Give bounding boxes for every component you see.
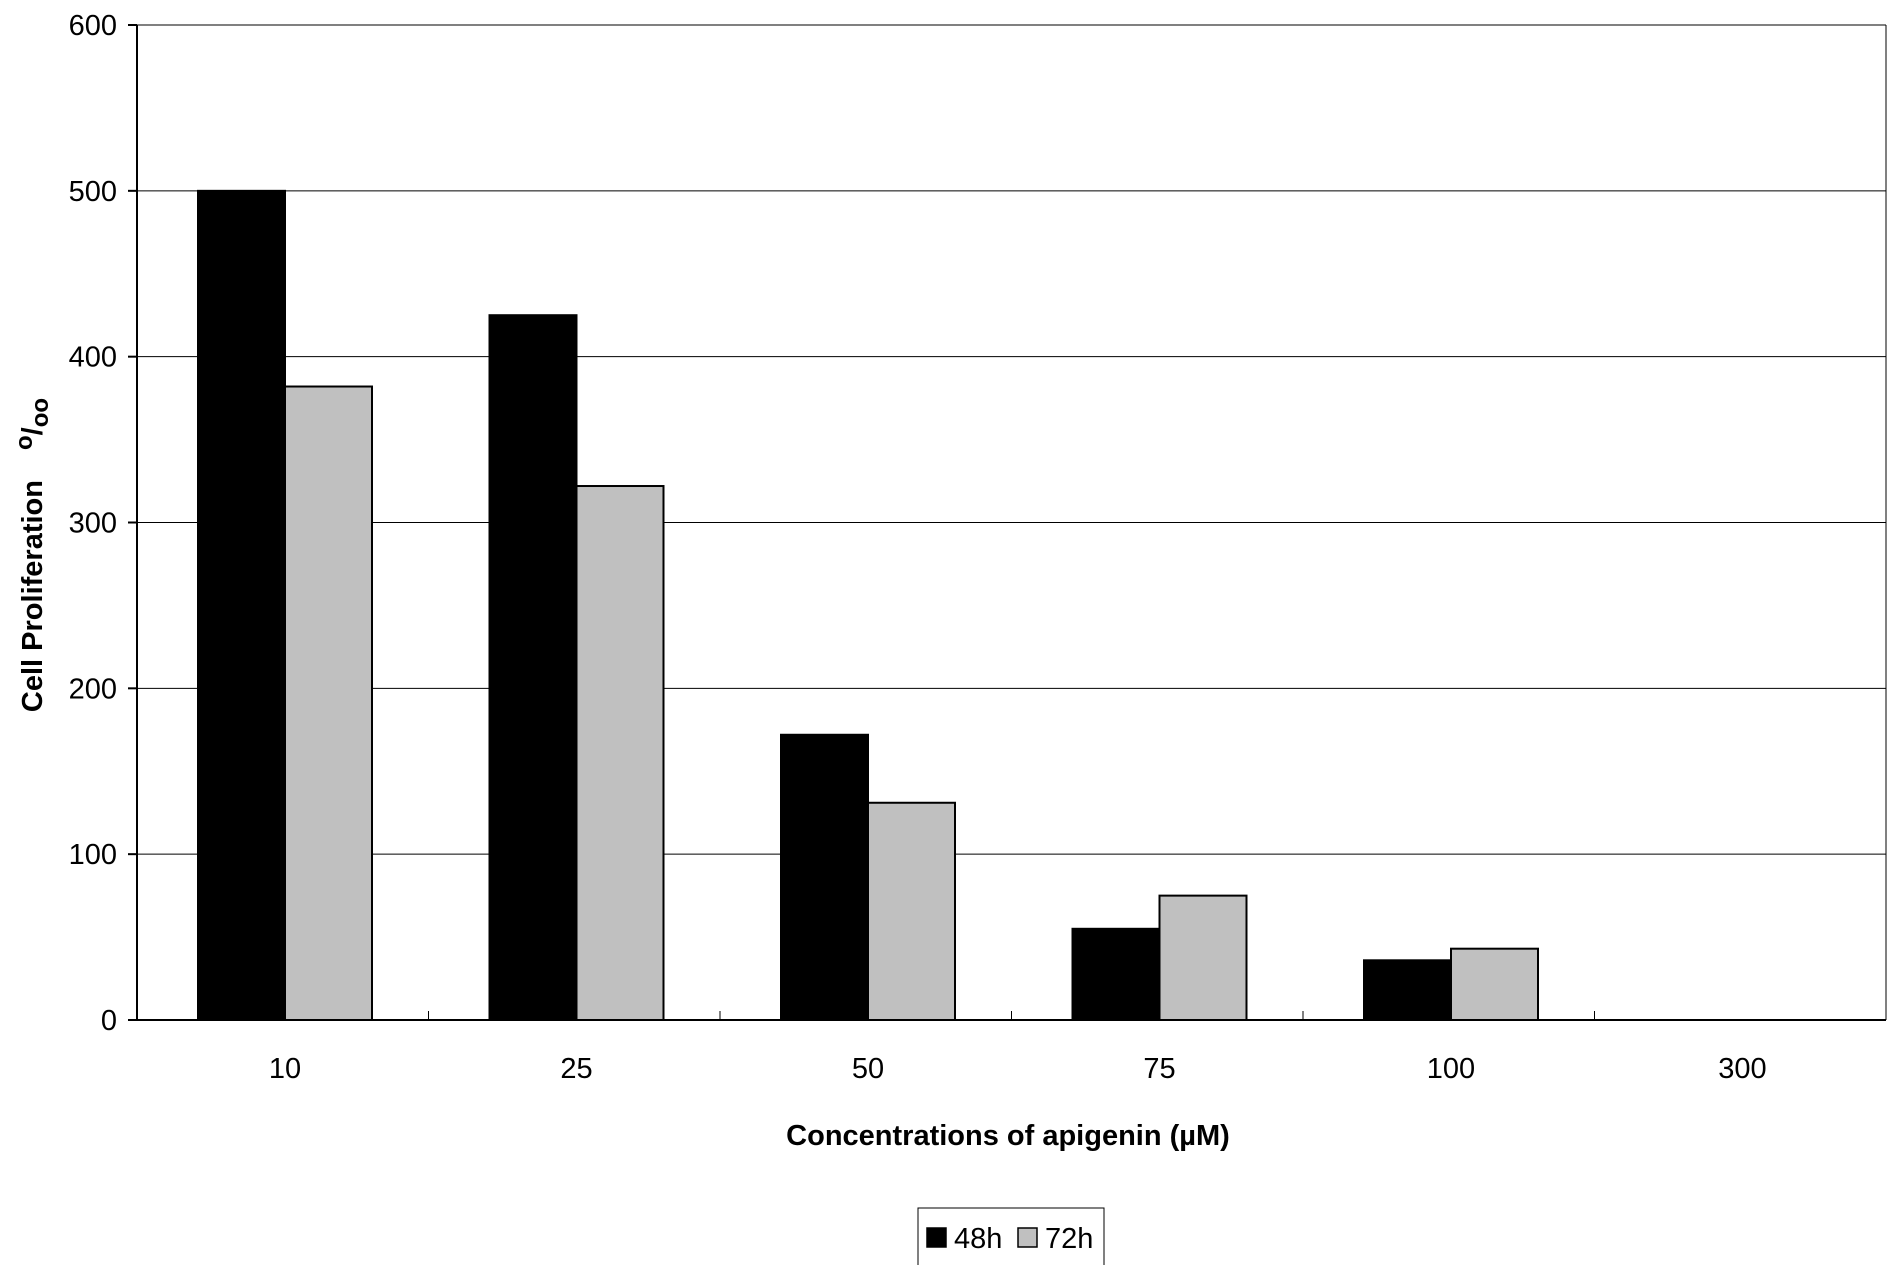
x-tick-label-25: 25 <box>560 1053 592 1085</box>
y-tick-label-400: 400 <box>69 342 117 374</box>
bar-72h-10 <box>284 385 373 1021</box>
y-axis-unit: o/oo <box>11 398 54 450</box>
legend-label-72h: 72h <box>1045 1223 1093 1255</box>
bar-48h-25 <box>488 314 578 1022</box>
bar-48h-10 <box>197 189 286 1022</box>
bar-48h-50 <box>780 733 869 1021</box>
y-tick-label-0: 0 <box>101 1005 117 1037</box>
bar-48h-100 <box>1363 959 1452 1021</box>
y-tick-label-300: 300 <box>69 508 117 540</box>
x-tick-label-75: 75 <box>1143 1053 1175 1085</box>
x-tick-label-100: 100 <box>1427 1053 1475 1085</box>
x-tick-label-10: 10 <box>269 1053 301 1085</box>
y-axis-title: Cell Proliferation o/oo <box>11 398 54 712</box>
bar-72h-100 <box>1450 947 1539 1021</box>
legend-swatch-48h <box>926 1227 947 1248</box>
y-tick-labels: 0 100 200 300 400 500 600 <box>69 10 117 1037</box>
bars <box>197 189 1539 1022</box>
y-tick-label-100: 100 <box>69 839 117 871</box>
svg-text:Cell Proliferation: Cell Proliferation o/oo <box>11 398 54 712</box>
y-axis-label: Cell Proliferation <box>17 480 49 712</box>
legend-label-48h: 48h <box>954 1223 1002 1255</box>
y-tick-label-600: 600 <box>69 10 117 42</box>
legend: 48h 72h <box>917 1207 1105 1265</box>
x-tick-labels: 10 25 50 75 100 300 <box>269 1053 1767 1085</box>
x-tick-label-50: 50 <box>852 1053 884 1085</box>
unit-numerator: o <box>11 435 38 450</box>
y-tick-label-500: 500 <box>69 176 117 208</box>
unit-denominator: oo <box>27 398 54 427</box>
bar-72h-50 <box>867 801 956 1022</box>
legend-swatch-72h <box>1017 1227 1038 1248</box>
x-tick-label-300: 300 <box>1718 1053 1766 1085</box>
legend-box <box>917 1207 1105 1265</box>
x-axis-title: Concentrations of apigenin (µM) <box>786 1120 1230 1152</box>
y-tick-label-200: 200 <box>69 673 117 705</box>
bar-48h-75 <box>1071 927 1161 1022</box>
axes <box>128 24 1887 1021</box>
gridlines <box>137 24 1886 855</box>
bar-72h-25 <box>575 485 665 1021</box>
bar-72h-75 <box>1158 894 1248 1021</box>
